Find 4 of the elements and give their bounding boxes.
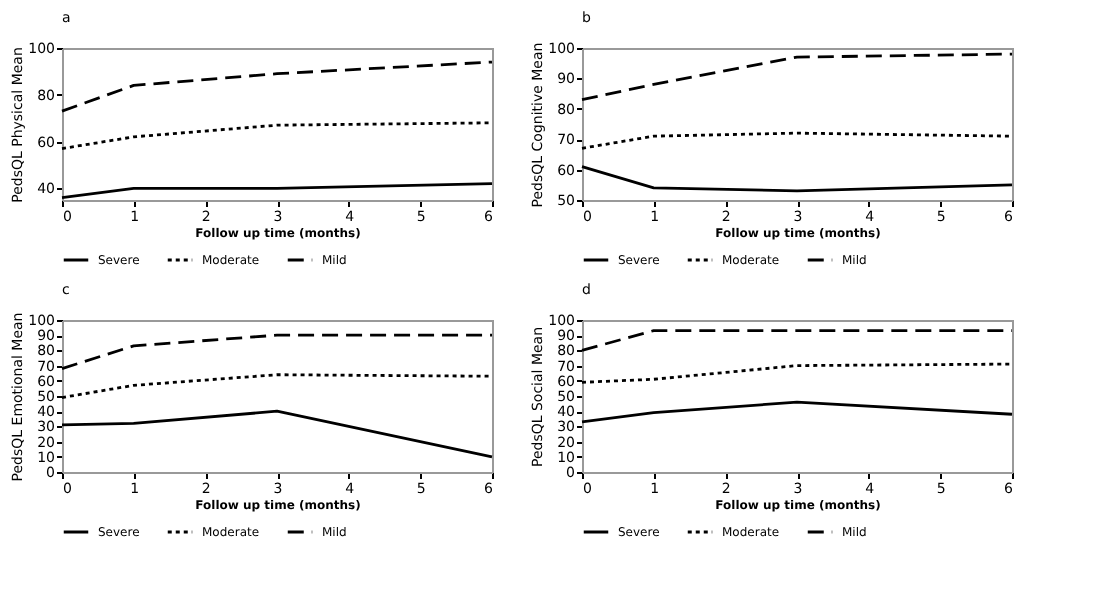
line-series [580, 400, 1014, 424]
line-series [60, 60, 494, 113]
line-series [60, 121, 494, 150]
line-series [580, 52, 1014, 102]
